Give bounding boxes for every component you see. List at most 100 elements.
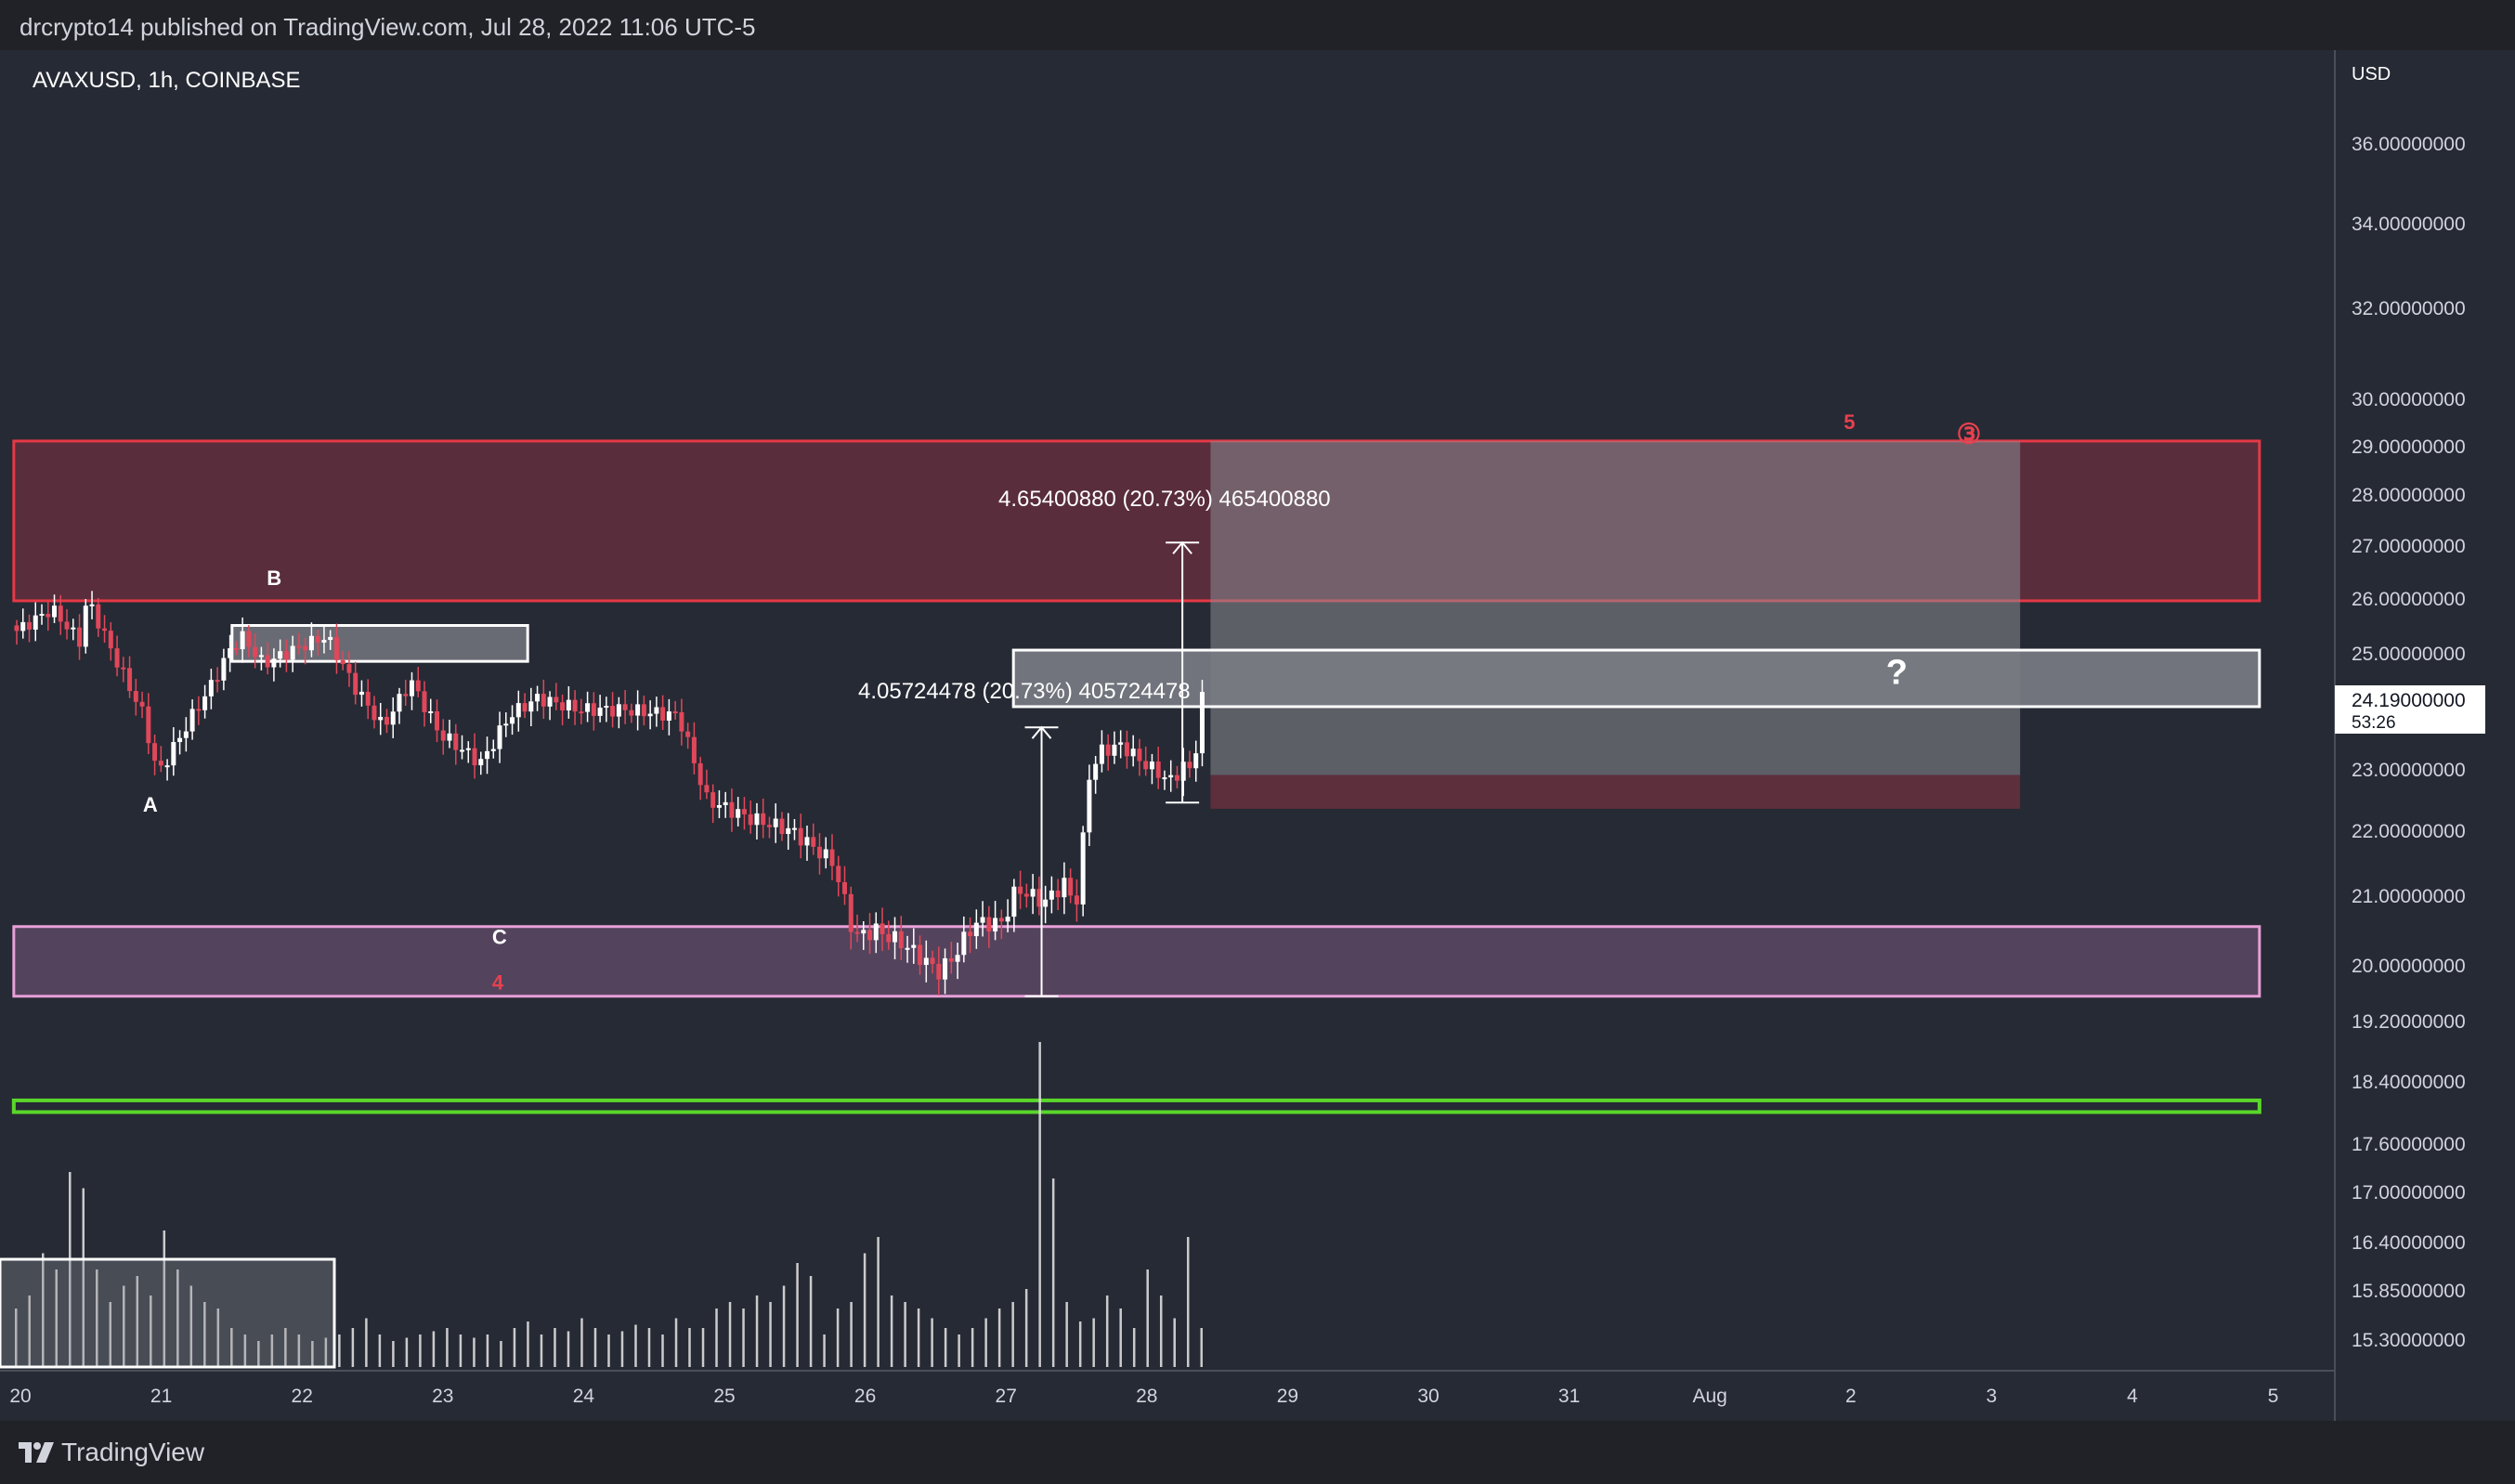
candle-body: [453, 733, 459, 750]
candle-body: [766, 825, 772, 827]
volume-bar: [944, 1328, 947, 1367]
candle-body: [283, 651, 289, 660]
volume-bar: [554, 1328, 556, 1367]
volume-bar: [136, 1276, 139, 1367]
current-price-badge-bg: [2335, 685, 2485, 734]
volume-bar: [1078, 1321, 1082, 1367]
volume-bar: [984, 1318, 987, 1367]
price-tick-label: 26.00000000: [2352, 589, 2466, 610]
candle-body: [842, 881, 848, 894]
candle-body: [1168, 775, 1174, 778]
candle-body: [804, 837, 810, 846]
candle-body: [20, 621, 26, 631]
candle-body: [435, 710, 440, 731]
header-bar: drcrypto14 published on TradingView.com,…: [0, 0, 2515, 50]
price-tick-label: 30.00000000: [2352, 389, 2466, 410]
candle-body: [1130, 749, 1136, 757]
candle-body: [428, 710, 434, 713]
volume-bar: [931, 1318, 933, 1367]
candle-body: [585, 703, 591, 712]
volume-bar: [567, 1331, 570, 1367]
candle-body: [679, 712, 684, 732]
time-tick-label: 21: [150, 1386, 172, 1407]
candle-body: [365, 691, 371, 706]
tradingview-logo[interactable]: TradingView: [19, 1436, 204, 1469]
candle-body: [490, 749, 496, 751]
volume-bar: [1146, 1269, 1149, 1367]
candle-body: [189, 709, 195, 732]
volume-bar: [593, 1328, 597, 1367]
candle-body: [528, 701, 534, 712]
volume-bar: [647, 1328, 651, 1367]
annotations-layer: 4.05724478 (20.73%) 405724478 4.65400880 …: [143, 410, 1981, 997]
candle-body: [704, 785, 710, 793]
time-tick-label: 22: [292, 1386, 313, 1407]
candle-body: [64, 621, 70, 630]
volume-bar: [620, 1331, 624, 1367]
candle-body: [208, 680, 214, 696]
candle-body: [503, 723, 509, 726]
volume-bar: [96, 1269, 98, 1367]
candle-body: [1011, 886, 1017, 918]
candle-body: [723, 801, 728, 805]
volume-bar: [580, 1318, 583, 1367]
candle-body: [836, 866, 841, 882]
candle-body: [253, 646, 258, 657]
candle-body: [961, 931, 967, 956]
candle-body: [893, 931, 898, 943]
candle-body: [880, 923, 885, 934]
candle-body: [554, 696, 559, 703]
candle-body: [980, 917, 985, 923]
volume-bar: [1200, 1328, 1203, 1367]
time-tick-label: 27: [996, 1386, 1017, 1407]
candle-body: [811, 837, 816, 847]
price-tick-label: 19.20000000: [2352, 1011, 2466, 1033]
time-tick-label: 28: [1136, 1386, 1157, 1407]
candle-body: [171, 742, 176, 766]
volume-bar: [284, 1328, 287, 1367]
volume-bar: [904, 1302, 906, 1367]
candle-body: [1080, 832, 1086, 905]
price-axis-background[interactable]: [2335, 50, 2515, 1421]
green-line: [11, 1098, 2261, 1114]
price-tick-label: 16.40000000: [2352, 1232, 2466, 1254]
volume-bar: [1092, 1318, 1095, 1367]
candle-body: [1174, 775, 1179, 781]
candle-body: [39, 613, 45, 616]
candle-body: [1055, 890, 1061, 898]
price-tick-label: 15.30000000: [2352, 1330, 2466, 1351]
time-tick-label: 4: [2127, 1386, 2138, 1407]
candle-body: [1068, 878, 1074, 896]
volume-bar: [500, 1341, 502, 1367]
volume-bar: [809, 1276, 813, 1367]
candle-body: [691, 736, 697, 763]
candle-body: [911, 944, 917, 948]
candle-body: [296, 645, 302, 648]
candle-body: [1023, 893, 1029, 897]
candle-body: [986, 917, 992, 931]
price-tick-label: 15.85000000: [2352, 1281, 2466, 1302]
candle-body: [616, 704, 621, 717]
candle-body: [1043, 899, 1049, 907]
price-tick-label: 20.00000000: [2352, 956, 2466, 977]
candle-body: [930, 957, 935, 964]
volume-bar: [890, 1295, 893, 1367]
target-box: [1011, 648, 2261, 709]
volume-bar: [324, 1337, 328, 1367]
candle-body: [246, 631, 252, 647]
volume-bar: [1132, 1328, 1136, 1367]
candle-body: [923, 957, 929, 966]
candle-body: [333, 636, 339, 660]
currency-label: USD: [2352, 64, 2391, 85]
candle-body: [1018, 886, 1023, 894]
candle-body: [936, 963, 942, 980]
candle-body: [290, 645, 295, 660]
candle-body: [654, 707, 659, 714]
candle-body: [308, 635, 314, 651]
candle-body: [948, 957, 954, 962]
volume-bar: [540, 1334, 543, 1367]
volume-bar: [1051, 1178, 1055, 1367]
candle-body: [510, 717, 515, 724]
volume-bar: [203, 1302, 206, 1367]
